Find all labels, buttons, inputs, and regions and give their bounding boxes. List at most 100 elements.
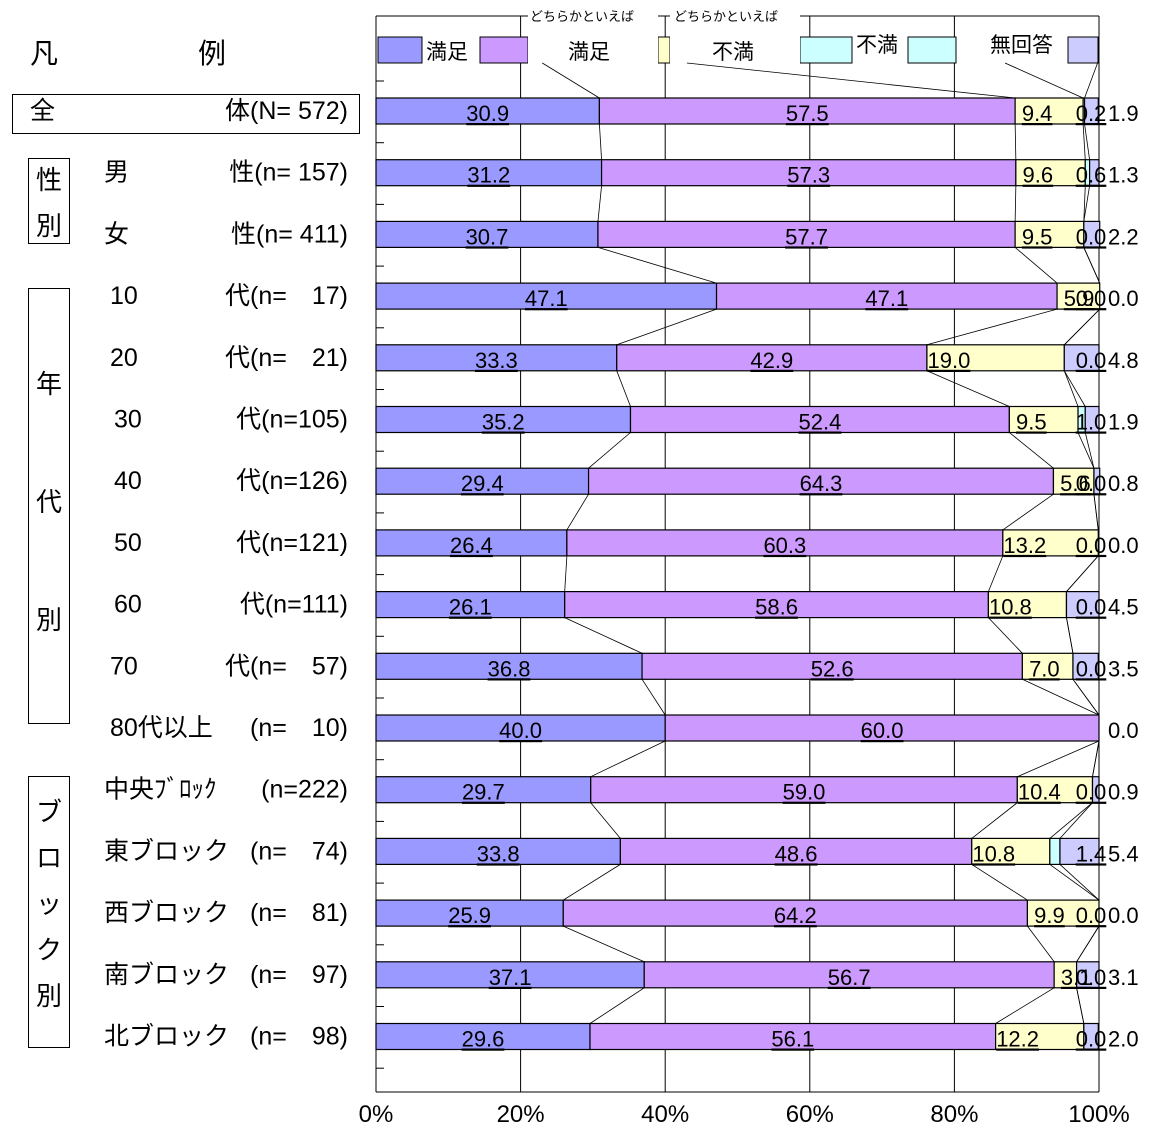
bar-value-label: 0.0 xyxy=(1076,348,1107,373)
row-name: 東ブロック xyxy=(104,837,229,865)
group-box-block xyxy=(28,776,70,1048)
legend-label-dissatisfied: 不満 xyxy=(856,34,898,57)
bar-segment xyxy=(1063,344,1100,372)
x-tick-label: 40% xyxy=(641,1101,689,1126)
bar-value-label: 9.9 xyxy=(1034,903,1065,928)
connector-line xyxy=(1004,62,1084,99)
bar-segment xyxy=(375,529,568,557)
bar-value-label: 47.1 xyxy=(525,286,568,311)
row-name: 20 xyxy=(110,344,138,372)
group-label-age-3: 別 xyxy=(35,606,62,636)
bar-value-label: 10.8 xyxy=(972,841,1015,866)
bar-value-label: 10.8 xyxy=(989,595,1032,620)
group-label-block-4: ク xyxy=(35,936,62,966)
bar-value-label: 26.4 xyxy=(450,533,493,558)
connector-line xyxy=(590,802,621,839)
bar-value-label: 26.1 xyxy=(449,595,492,620)
connector-line xyxy=(1014,185,1017,222)
row-label: 代(n= 17) xyxy=(225,282,348,310)
connector-line xyxy=(599,123,602,160)
bar-segment xyxy=(375,220,599,248)
bar-segment xyxy=(1056,282,1101,310)
group-box-sex xyxy=(28,158,70,244)
row-name: 70 xyxy=(110,652,138,680)
bar-value-label: 35.2 xyxy=(482,410,525,435)
bar-value-label: 37.1 xyxy=(489,965,532,990)
legend-swatch xyxy=(657,36,671,64)
bar-segment xyxy=(375,405,632,434)
bar-segment xyxy=(641,652,1023,680)
bar-segment xyxy=(1014,220,1085,248)
bar-value-label: 64.3 xyxy=(800,471,843,496)
bar-segment xyxy=(1075,961,1100,989)
connector-line xyxy=(1014,123,1017,160)
legend-label-satisfied: 満足 xyxy=(426,41,468,64)
row-name: 80代以上 xyxy=(110,714,213,742)
connector-line xyxy=(1066,555,1099,592)
connector-line xyxy=(563,864,621,901)
legend-bg xyxy=(528,14,658,74)
bar-value-label: 4.8 xyxy=(1108,348,1139,373)
connector-line xyxy=(1077,432,1095,469)
bar-segment xyxy=(375,776,592,804)
x-tick-label: 0% xyxy=(359,1101,394,1126)
bar-segment xyxy=(597,220,1016,248)
connector-line xyxy=(1059,802,1093,839)
bar-value-label: 52.4 xyxy=(799,410,842,435)
group-label-sex-2: 別 xyxy=(35,212,62,242)
connector-line xyxy=(597,247,717,284)
bar-value-label: 29.6 xyxy=(462,1027,505,1052)
bar-value-label: 0.6 xyxy=(1076,163,1107,188)
connector-line xyxy=(686,62,1016,99)
bar-value-label: 1.9 xyxy=(1108,101,1139,126)
x-tick-label: 20% xyxy=(497,1101,545,1126)
group-label-block-3: ッ xyxy=(35,890,62,920)
bar-segment xyxy=(375,344,618,372)
connector-line xyxy=(566,493,589,531)
bar-value-label: 5.4 xyxy=(1108,841,1139,866)
bar-value-label: 0.0 xyxy=(1076,471,1107,496)
row-label: (n= 10) xyxy=(250,714,348,742)
row-label: 代(n= 21) xyxy=(225,344,348,372)
legend-note-1: どちらかといえば xyxy=(530,9,634,24)
group-label-age-1: 年 xyxy=(35,370,62,400)
connector-line xyxy=(1092,740,1100,777)
connector-line xyxy=(971,864,1028,901)
legend-note-2: どちらかといえば xyxy=(674,9,778,24)
bar-segment xyxy=(587,467,1055,495)
row-label: 性(n= 411) xyxy=(231,220,348,248)
total-row-box xyxy=(12,94,360,134)
bar-value-label: 1.9 xyxy=(1108,410,1139,435)
row-name: 全 xyxy=(30,97,55,125)
group-label-age-2: 代 xyxy=(35,488,62,518)
bar-segment xyxy=(995,1022,1085,1051)
bar-value-label: 1.4 xyxy=(1076,841,1107,866)
bar-value-label: 36.8 xyxy=(488,656,531,681)
row-label: 代(n= 57) xyxy=(225,652,348,680)
bar-value-label: 64.2 xyxy=(774,903,817,928)
connector-line xyxy=(1076,925,1100,963)
bar-segment xyxy=(1016,776,1094,804)
bar-value-label: 56.1 xyxy=(771,1027,814,1052)
connector-line xyxy=(1027,925,1055,963)
connector-line xyxy=(988,617,1023,654)
bar-value-label: 31.2 xyxy=(467,163,510,188)
connector-line xyxy=(563,925,645,963)
bar-value-label: 57.3 xyxy=(787,163,830,188)
bar-segment xyxy=(375,961,645,989)
legend-swatch xyxy=(377,36,423,64)
bar-value-label: 1.0 xyxy=(1076,410,1107,435)
legend-label-no-answer: 無回答 xyxy=(990,34,1053,57)
bar-segment xyxy=(1083,220,1101,248)
connector-line xyxy=(616,308,717,346)
bar-value-label: 58.6 xyxy=(755,595,798,620)
bar-value-label: 60.3 xyxy=(763,533,806,558)
legend-bg xyxy=(670,14,800,74)
bar-segment xyxy=(1015,159,1086,187)
legend-swatch xyxy=(907,36,957,64)
bar-segment xyxy=(1008,405,1079,434)
bar-value-label: 3.1 xyxy=(1108,965,1139,990)
bar-value-label: 57.5 xyxy=(786,101,829,126)
bar-segment xyxy=(375,159,603,187)
bar-segment xyxy=(564,590,989,619)
